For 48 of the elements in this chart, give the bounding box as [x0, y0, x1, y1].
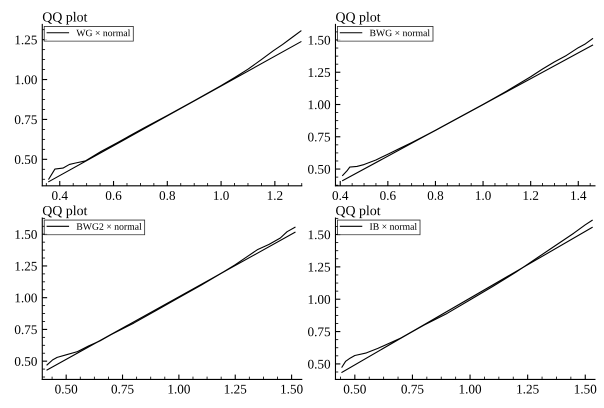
- y-tick-label: 0.75: [14, 325, 37, 334]
- y-tick-label: 1.50: [15, 230, 37, 239]
- x-tick-label: 0.75: [111, 384, 134, 394]
- x-tick-label: 0.50: [344, 384, 366, 394]
- x-tick-label: 1.00: [460, 384, 482, 394]
- y-tick-label: 1.00: [15, 293, 37, 302]
- y-tick-label: 1.25: [308, 68, 330, 78]
- chart-title: QQ plot: [336, 206, 381, 218]
- x-tick-label: 1.4: [571, 191, 586, 200]
- x-tick-label: 1.0: [476, 191, 491, 200]
- y-tick-label: 0.50: [14, 356, 37, 366]
- x-tick-label: 0.4: [332, 191, 348, 200]
- x-tick-label: 1.50: [574, 384, 596, 394]
- y-tick-label: 1.00: [15, 75, 37, 84]
- y-tick-label: 0.75: [14, 115, 37, 124]
- x-tick-label: 0.4: [52, 191, 68, 200]
- y-tick-label: 0.75: [308, 327, 330, 336]
- x-tick-label: 0.6: [380, 191, 396, 200]
- x-tick-label: 1.2: [524, 191, 538, 200]
- y-tick-label: 1.50: [308, 230, 330, 240]
- x-tick-label: 0.8: [160, 191, 176, 200]
- x-tick-label: 0.50: [55, 384, 78, 394]
- x-tick-label: 1.0: [214, 191, 229, 200]
- y-tick-label: 1.00: [308, 100, 330, 110]
- legend-label: WG × normal: [76, 29, 130, 36]
- y-tick-label: 1.50: [308, 36, 330, 45]
- y-tick-label: 0.75: [308, 132, 330, 142]
- chart-title: QQ plot: [336, 12, 381, 24]
- y-tick-label: 0.50: [308, 360, 330, 369]
- x-tick-label: 1.25: [224, 384, 246, 394]
- x-tick-label: 0.8: [428, 191, 444, 200]
- y-tick-label: 1.25: [308, 262, 330, 272]
- x-tick-label: 1.50: [281, 384, 303, 394]
- x-tick-label: 1.2: [268, 191, 282, 200]
- legend-label: IB × normal: [370, 223, 417, 230]
- legend-label: BWG × normal: [370, 29, 430, 36]
- x-tick-label: 0.75: [401, 384, 424, 394]
- x-tick-label: 0.6: [106, 191, 122, 200]
- y-tick-label: 0.50: [308, 164, 330, 174]
- legend-label: BWG2 × normal: [76, 223, 142, 230]
- y-tick-label: 1.25: [15, 262, 37, 271]
- chart-title: QQ plot: [42, 12, 88, 24]
- y-tick-label: 1.25: [15, 35, 37, 44]
- x-tick-label: 1.00: [168, 384, 190, 394]
- y-tick-label: 0.50: [14, 155, 37, 164]
- chart-title: QQ plot: [42, 206, 88, 218]
- y-tick-label: 1.00: [308, 295, 330, 304]
- x-tick-label: 1.25: [517, 384, 539, 394]
